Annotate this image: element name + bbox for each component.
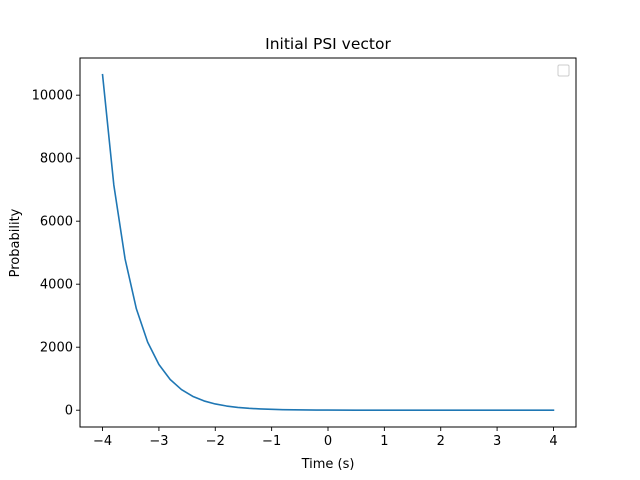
x-tick-label: −4 bbox=[93, 434, 112, 449]
x-tick-label: 1 bbox=[380, 434, 388, 449]
y-tick-label: 0 bbox=[65, 404, 73, 419]
x-tick-label: −1 bbox=[262, 434, 281, 449]
x-tick-label: 4 bbox=[549, 434, 557, 449]
y-tick-label: 6000 bbox=[40, 215, 73, 230]
x-axis: −4 −3 −2 −1 0 1 2 3 4 bbox=[93, 427, 558, 449]
y-axis: 0 2000 4000 6000 8000 10000 bbox=[32, 89, 80, 419]
x-tick-label: 2 bbox=[437, 434, 445, 449]
series-line-0 bbox=[101, 73, 555, 412]
axes-frame bbox=[79, 57, 577, 428]
x-tick-label: 3 bbox=[493, 434, 501, 449]
y-tick-label: 8000 bbox=[40, 152, 73, 167]
series-layer bbox=[101, 73, 555, 412]
x-tick-label: −3 bbox=[149, 434, 168, 449]
x-tick-label: 0 bbox=[324, 434, 332, 449]
x-tick-label: −2 bbox=[206, 434, 225, 449]
y-tick-label: 4000 bbox=[40, 278, 73, 293]
chart-title: Initial PSI vector bbox=[265, 35, 391, 53]
y-tick-label: 2000 bbox=[40, 341, 73, 356]
y-axis-title: Probability bbox=[8, 208, 23, 277]
x-axis-title: Time (s) bbox=[301, 457, 355, 472]
y-tick-label: 10000 bbox=[32, 89, 73, 104]
legend-box bbox=[557, 64, 570, 77]
